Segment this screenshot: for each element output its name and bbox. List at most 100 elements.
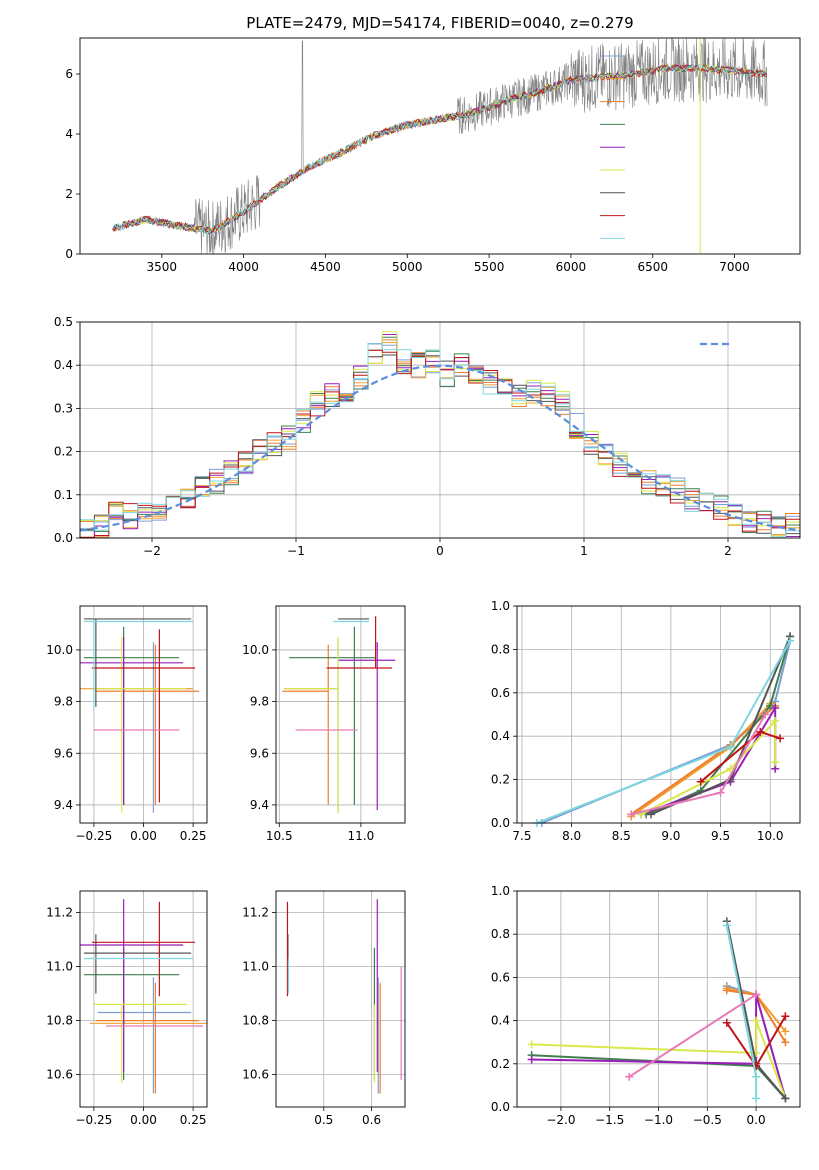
y-tick-label: 10.0 [242,643,269,657]
x-tick-label: 0.6 [362,1113,381,1127]
axes-frame [516,605,801,824]
x-tick-label: −2.0 [546,1113,575,1127]
model-spectrum-line [112,64,767,235]
y-tick-label: 0.2 [491,773,510,787]
normal-curve [79,364,801,532]
y-tick-label: 4 [65,127,73,141]
mass-weight-point [625,1072,634,1081]
x-tick-label: −1.5 [595,1113,624,1127]
panel-mass-weight-vs-age: 7.5 8.0 8.5 9.0 9.5 10.0 0.0 0.2 0.4 0.6 0.8 1.0 [491,599,801,843]
y-tick-label: 0.2 [54,445,73,459]
mass-weight-point [722,986,731,995]
mass-weight-point [766,701,775,710]
y-tick-label: 9.6 [250,746,269,760]
x-tick-label: 2 [724,544,732,558]
y-tick-label: 1.0 [491,884,510,898]
y-tick-label: 10.8 [46,1014,73,1028]
axes-frame [275,890,406,1108]
mass-weight-point [722,1018,731,1027]
mass-weight-point [756,727,765,736]
x-tick-label: 5000 [392,260,423,274]
y-tick-label: 0.4 [491,729,510,743]
x-tick-label: 9.0 [661,829,680,843]
mass-weight-point [776,734,785,743]
x-tick-label: 1 [580,544,588,558]
mass-weight-point [716,788,725,797]
x-tick-label: 7000 [719,260,750,274]
y-tick-label: 0.3 [54,401,73,415]
y-tick-label: 9.8 [54,695,73,709]
x-tick-label: 0.00 [130,1113,157,1127]
x-tick-label: 4000 [228,260,259,274]
x-tick-label: 11.0 [348,829,375,843]
y-tick-label: 0.0 [54,531,73,545]
y-tick-label: 0.8 [491,927,510,941]
y-tick-label: 10.6 [46,1068,73,1082]
y-tick-label: 11.2 [242,906,269,920]
y-tick-label: 0.1 [54,488,73,502]
model-spectrum-line [112,63,767,232]
residual-histogram [80,343,800,538]
mass-weight-point [527,1055,536,1064]
y-tick-label: 11.0 [242,960,269,974]
mass-weight-point [761,710,770,719]
y-tick-label: 9.8 [250,695,269,709]
x-tick-label: 6500 [637,260,668,274]
panel-spectrum: 3500 4000 4500 5000 5500 6000 6500 7000 0 2 4 6 [65,37,801,274]
x-tick-label: −2 [143,544,161,558]
y-tick-label: 11.0 [46,960,73,974]
observed-spectrum-line [112,37,768,255]
panel-mass-vs-ebv: 0.5 0.6 10.6 10.8 11.0 11.2 [242,890,406,1127]
mass-weight-point [781,1027,790,1036]
mass-weight-point [726,743,735,752]
x-tick-label: 4500 [310,260,341,274]
x-tick-label: −0.25 [76,1113,113,1127]
y-tick-label: 6 [65,67,73,81]
figure-title: PLATE=2479, MJD=54174, FIBERID=0040, z=0… [246,14,633,32]
model-spectrum-line [112,63,767,235]
y-tick-label: 10.6 [242,1068,269,1082]
x-tick-label: 0.25 [180,829,207,843]
mass-weight-point [781,1012,790,1021]
model-spectrum-line [112,63,767,233]
x-tick-label: −0.25 [76,829,113,843]
y-tick-label: 9.4 [250,798,269,812]
x-tick-label: 8.5 [612,829,631,843]
model-spectrum-line [112,63,767,235]
mass-weight-point [696,777,705,786]
panel-mass-vs-metallicity: −0.25 0.00 0.25 10.6 10.8 11.0 11.2 [46,890,208,1127]
mass-weight-point [786,636,795,645]
y-tick-label: 9.6 [54,746,73,760]
mass-weight-point [527,1040,536,1049]
x-tick-label: 7.5 [512,829,531,843]
mass-weight-point [771,717,780,726]
mass-weight-line [536,640,791,824]
mass-weight-point [647,810,656,819]
axes-frame [79,605,208,824]
y-tick-label: 0.8 [491,642,510,656]
x-tick-label: 0.00 [130,829,157,843]
axes-frame [79,321,801,539]
panel-age-vs-mass: 10.5 11.0 9.4 9.6 9.8 10.0 [242,605,406,843]
panel-age-vs-metallicity: −0.25 0.00 0.25 9.4 9.6 9.8 10.0 [46,605,208,843]
mass-weight-point [752,990,761,999]
x-tick-label: 0 [436,544,444,558]
x-tick-label: 9.5 [711,829,730,843]
y-tick-label: 9.4 [54,798,73,812]
y-tick-label: 0.0 [491,1100,510,1114]
model-spectrum-line [112,63,767,233]
axes-frame [275,605,406,824]
x-tick-label: 3500 [147,260,178,274]
axes-frame [79,890,208,1108]
mass-weight-point [771,703,780,712]
y-tick-label: 0.0 [491,816,510,830]
mass-weight-line [640,718,777,816]
mass-weight-line [531,1020,787,1099]
x-tick-label: 5500 [474,260,505,274]
mass-weight-point [752,1072,761,1081]
model-spectrum-line [112,64,767,234]
y-tick-label: 0.2 [491,1057,510,1071]
mass-weight-point [771,758,780,767]
mass-weight-point [752,1016,761,1025]
